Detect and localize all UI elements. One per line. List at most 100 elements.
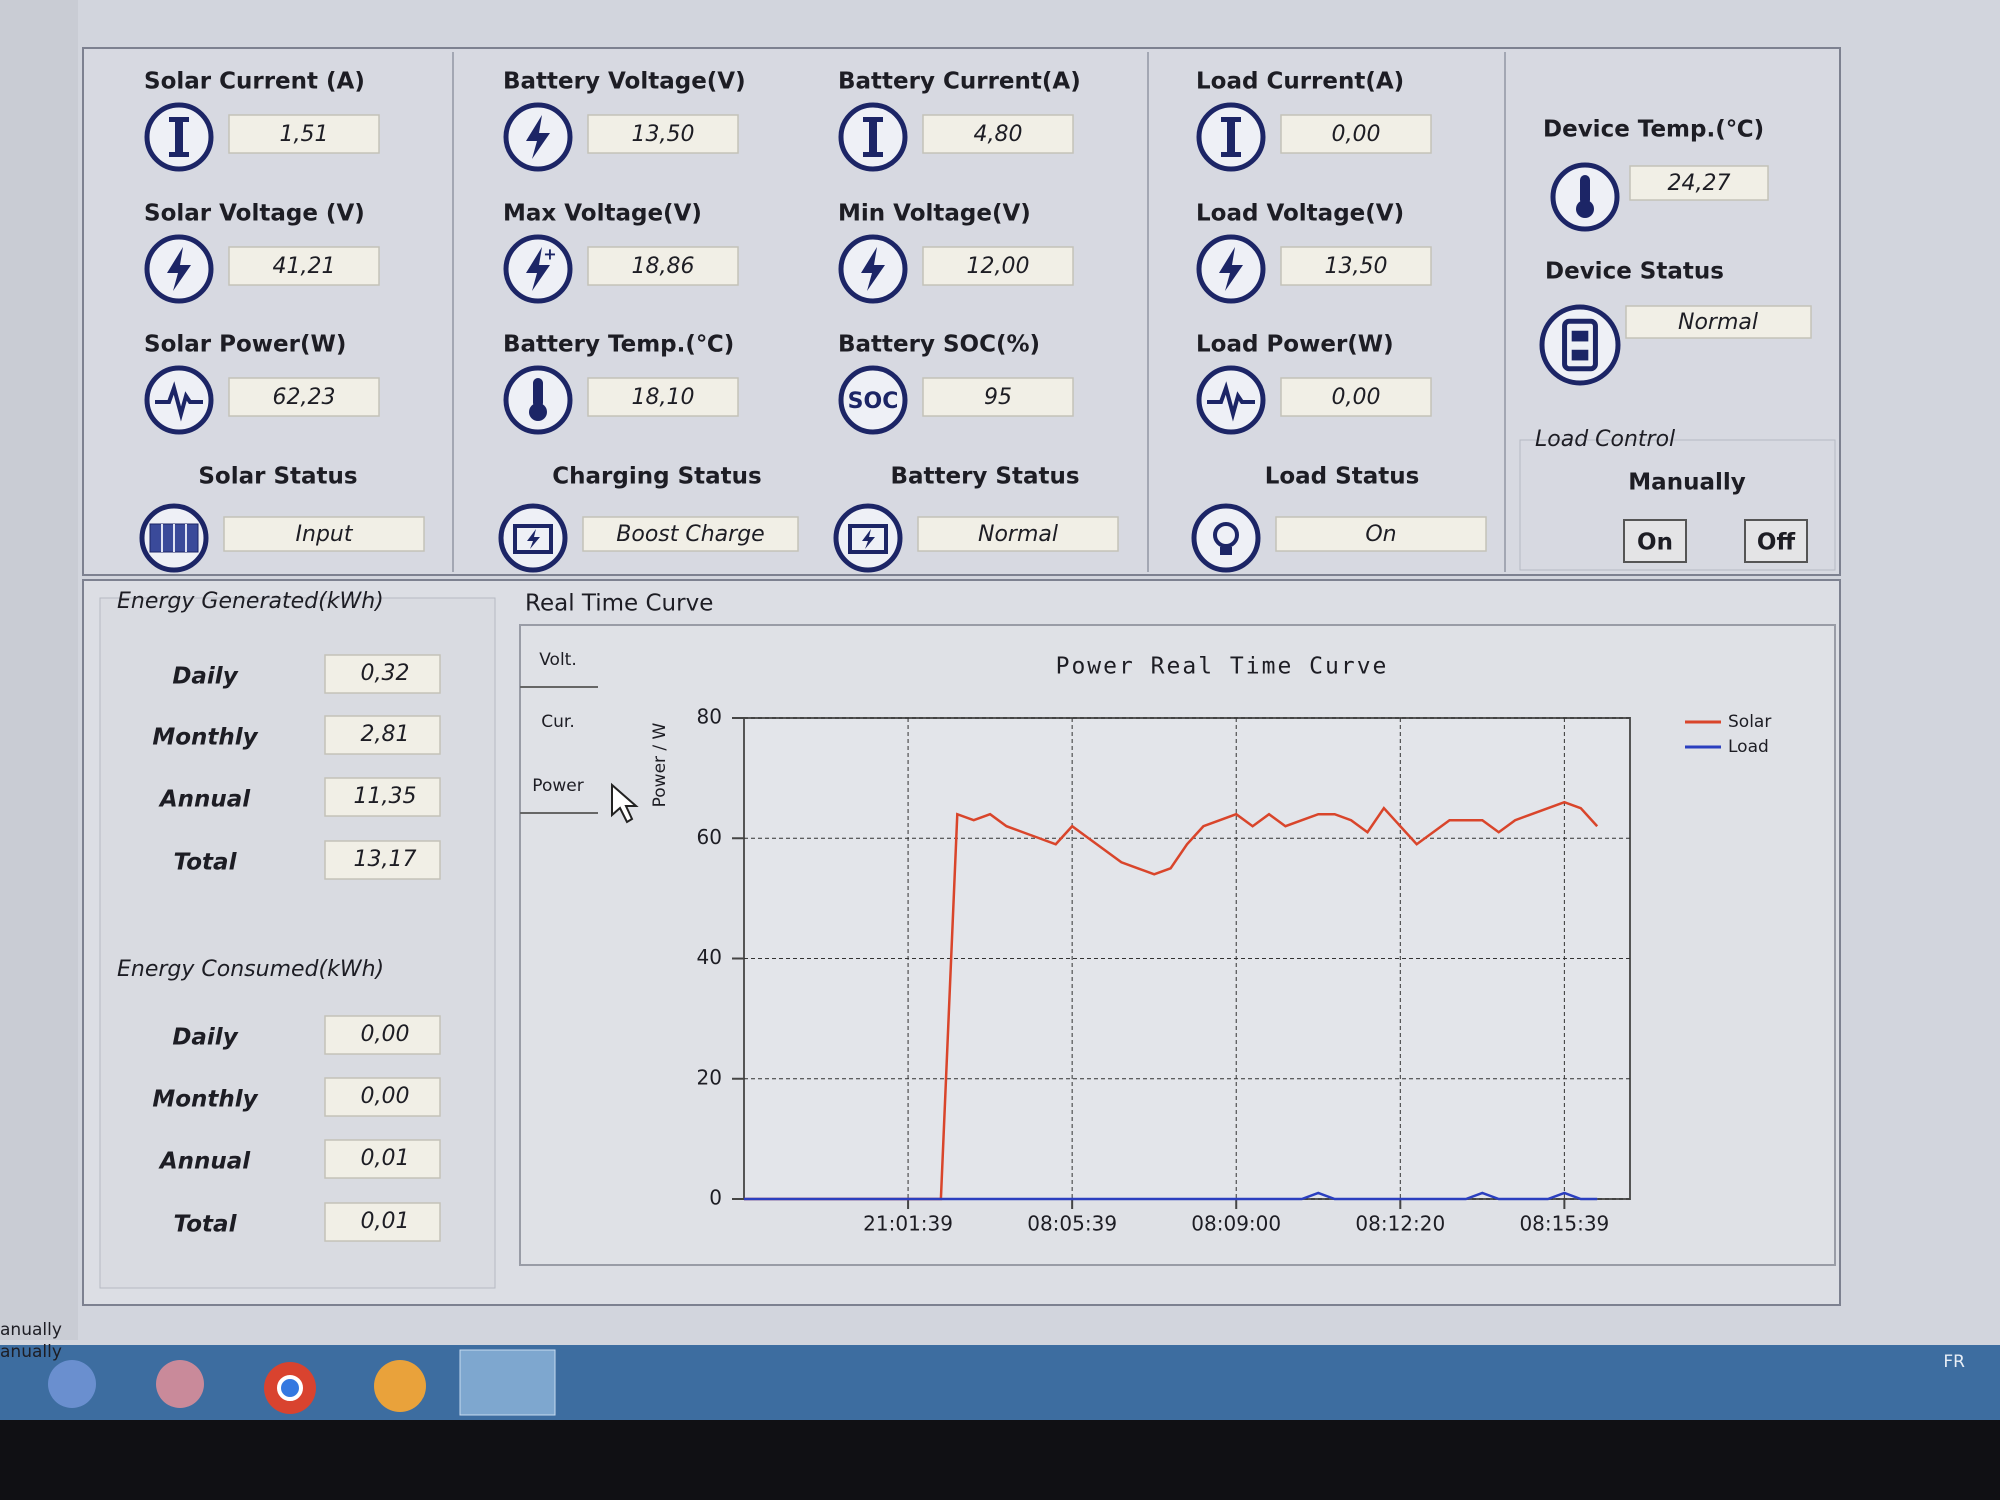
field-label: Battery Voltage(V)	[503, 69, 746, 95]
icon-glyph	[1571, 349, 1589, 361]
icon-glyph	[1219, 247, 1243, 291]
chart-title: Power Real Time Curve	[1056, 654, 1389, 680]
value-box	[587, 114, 739, 154]
field-label: Solar Voltage (V)	[144, 201, 365, 227]
value-box	[1629, 165, 1769, 201]
field-value: 13,50	[632, 122, 695, 147]
energy-row-value: 0,01	[361, 1146, 410, 1171]
y-axis-label: Power / W	[650, 722, 670, 807]
energy-row-value: 0,00	[361, 1084, 410, 1109]
icon-glyph	[1207, 381, 1255, 422]
icon-glyph	[1576, 200, 1594, 218]
energy-consumed-title: Energy Consumed(kWh)	[117, 957, 384, 982]
icon-glyph	[529, 403, 547, 421]
load-button-label[interactable]: Off	[1757, 530, 1796, 556]
icon-glyph	[527, 529, 540, 549]
value-box	[1625, 305, 1812, 339]
icon-glyph	[848, 524, 888, 554]
load-button-label[interactable]: On	[1637, 530, 1673, 556]
energy-value-box	[324, 1077, 441, 1117]
icon-ring	[838, 365, 908, 435]
value-box	[1280, 114, 1432, 154]
field-value: 13,50	[1325, 254, 1388, 279]
x-tick-label: 08:09:00	[1191, 1212, 1281, 1236]
status-label: Load Status	[1265, 464, 1420, 490]
energy-value-box	[324, 840, 441, 880]
load-button[interactable]	[1744, 519, 1808, 563]
language-indicator[interactable]: FR	[1943, 1352, 1965, 1372]
icon-ring	[1191, 503, 1261, 573]
icon-glyph	[862, 529, 875, 549]
icon-glyph	[513, 524, 553, 554]
field-label: Load Power(W)	[1196, 332, 1394, 358]
energy-value-box	[324, 1139, 441, 1179]
energy-row-value: 0,00	[361, 1022, 410, 1047]
icon-glyph: +	[543, 245, 556, 264]
series-line	[744, 1191, 1598, 1201]
x-tick-label: 08:12:20	[1355, 1212, 1445, 1236]
energy-row-value: 2,81	[361, 722, 410, 747]
curve-tab[interactable]: Power	[532, 776, 583, 796]
icon-glyph	[1213, 522, 1239, 548]
icon-glyph	[1571, 330, 1589, 342]
energy-value-box	[324, 654, 441, 694]
y-tick-label: 0	[709, 1186, 722, 1210]
left-strip	[0, 0, 78, 1340]
field-value: Normal	[1678, 310, 1758, 335]
icon-text: SOC	[848, 389, 899, 414]
energy-row-label: Monthly	[152, 1087, 258, 1113]
energy-row-value: 0,32	[361, 661, 410, 686]
icon-glyph	[1580, 175, 1590, 205]
value-box	[587, 246, 739, 286]
energy-value-box	[324, 1202, 441, 1242]
status-value: Boost Charge	[616, 522, 764, 547]
field-label: Battery SOC(%)	[838, 332, 1040, 358]
value-box	[228, 246, 380, 286]
energy-row-label: Daily	[172, 664, 238, 690]
field-value: 41,21	[273, 254, 336, 279]
field-value: 12,00	[967, 254, 1030, 279]
load-control-mode: Manually	[1628, 470, 1745, 496]
field-value: 18,10	[632, 385, 695, 410]
status-value: Input	[296, 522, 354, 547]
x-tick-label: 08:15:39	[1519, 1212, 1609, 1236]
field-label: Load Voltage(V)	[1196, 201, 1404, 227]
side-fragment: anually	[0, 1342, 62, 1362]
energy-row-label: Total	[174, 850, 238, 876]
field-value: 24,27	[1668, 171, 1731, 196]
field-value: 4,80	[974, 122, 1023, 147]
taskbar-active-app[interactable]	[459, 1349, 556, 1416]
x-tick-label: 21:01:39	[863, 1212, 953, 1236]
taskbar	[0, 1345, 2000, 1420]
legend-label: Load	[1728, 737, 1769, 757]
energy-value-box	[324, 715, 441, 755]
mouse-cursor	[611, 782, 639, 824]
curve-tab[interactable]: Cur.	[541, 712, 574, 732]
icon-glyph	[169, 117, 189, 157]
taskbar-icon[interactable]	[48, 1360, 96, 1408]
curve-tab[interactable]: Volt.	[539, 650, 577, 670]
curve-panel-title: Real Time Curve	[525, 591, 713, 617]
field-label: Device Temp.(℃)	[1543, 117, 1764, 143]
status-label: Battery Status	[890, 464, 1079, 490]
field-value: 62,23	[273, 385, 336, 410]
status-label: Charging Status	[552, 464, 761, 490]
energy-row-label: Total	[174, 1212, 238, 1238]
icon-glyph	[533, 378, 543, 408]
icon-glyph	[1562, 318, 1598, 372]
value-box	[228, 114, 380, 154]
value-box	[922, 246, 1074, 286]
taskbar-icon[interactable]	[374, 1360, 426, 1412]
x-tick-label: 08:05:39	[1027, 1212, 1117, 1236]
icon-glyph	[1221, 117, 1241, 157]
taskbar-icon[interactable]	[156, 1360, 204, 1408]
energy-row-label: Daily	[172, 1025, 238, 1051]
field-label: Battery Temp.(℃)	[503, 332, 734, 358]
y-tick-label: 40	[697, 945, 722, 969]
load-button[interactable]	[1623, 519, 1687, 563]
field-label: Max Voltage(V)	[503, 201, 702, 227]
value-box	[1280, 246, 1432, 286]
field-value: 0,00	[1332, 122, 1381, 147]
icon-glyph	[155, 381, 203, 422]
